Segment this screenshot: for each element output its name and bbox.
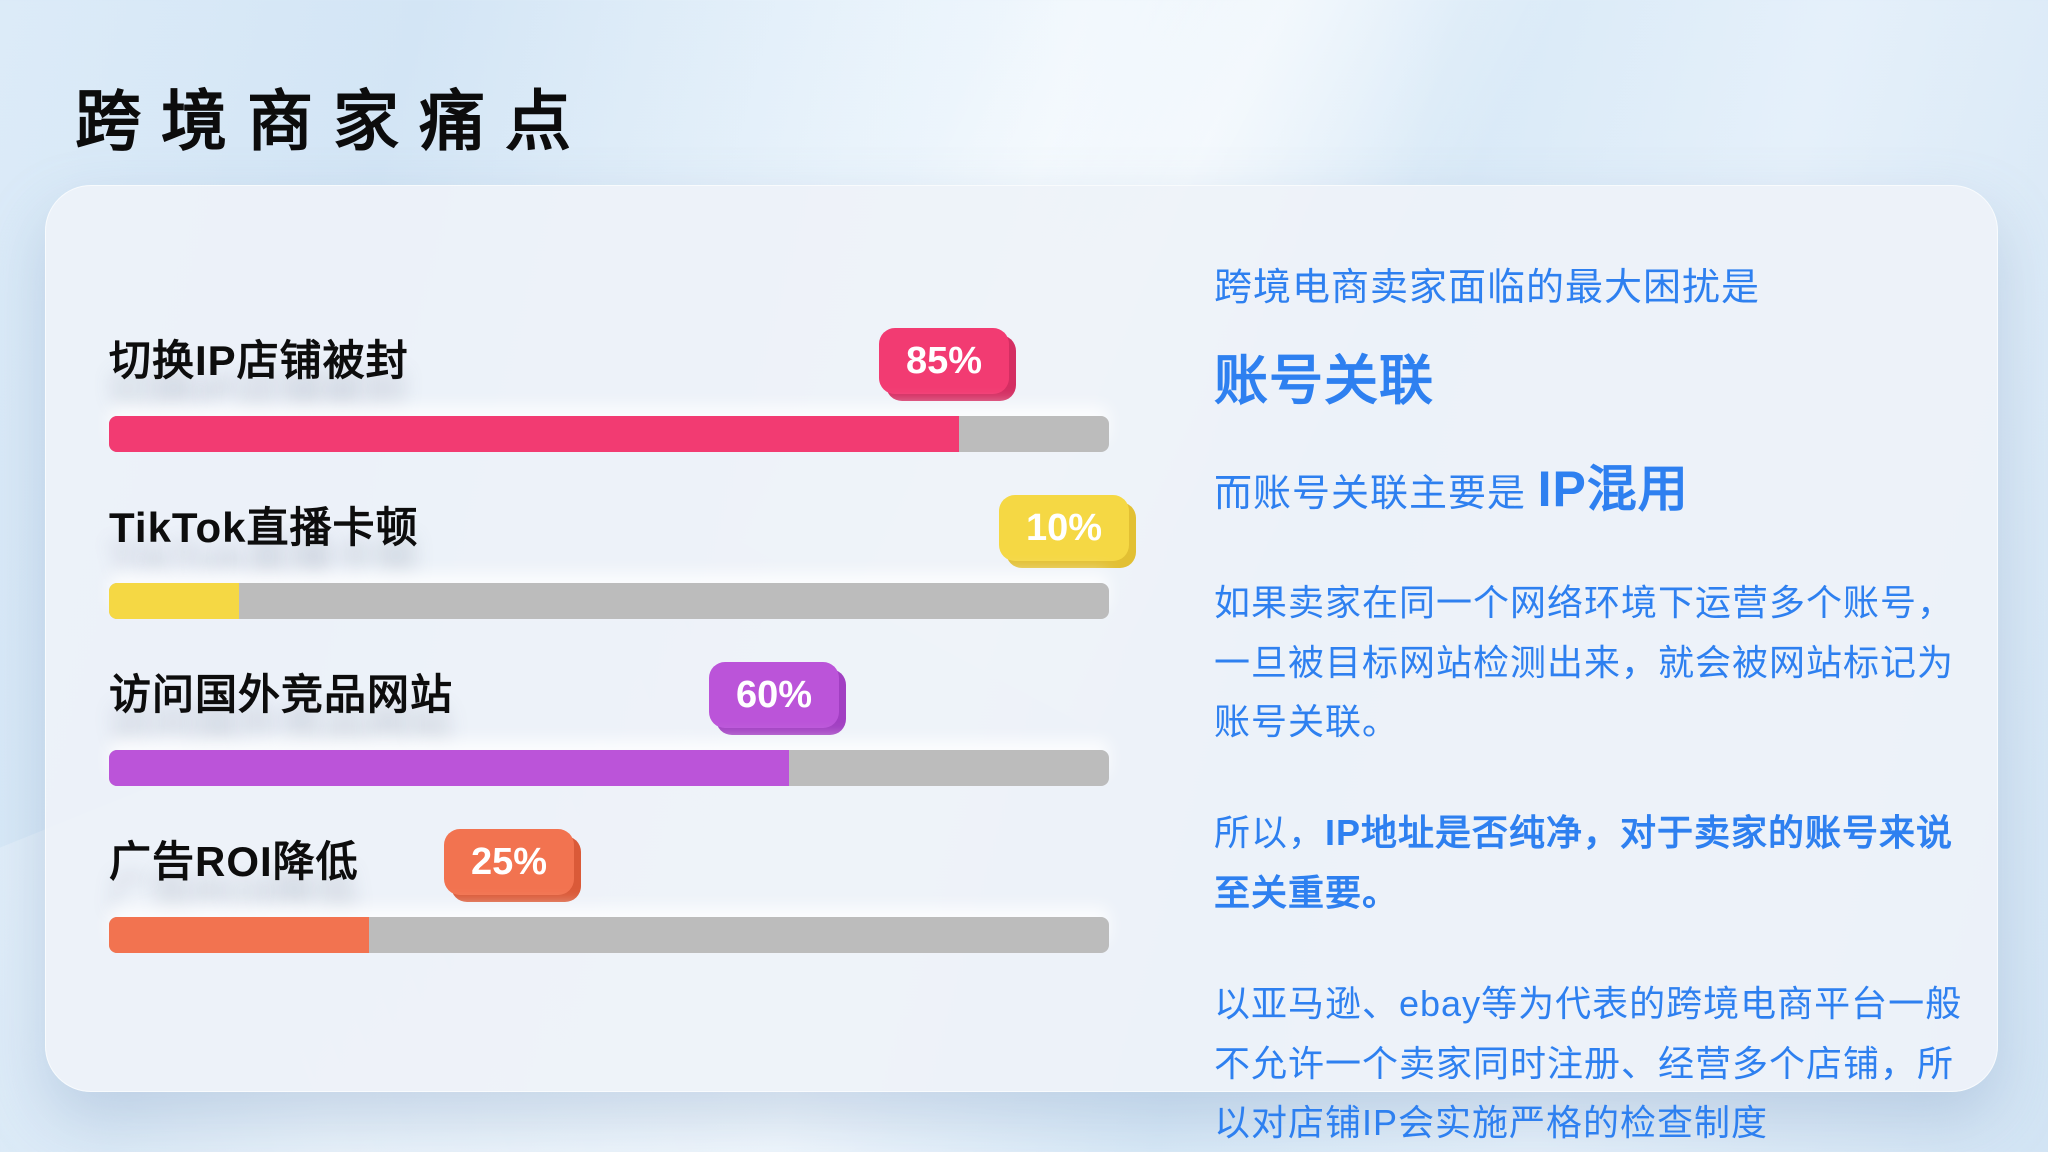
pain-points-bar-chart: 切换IP店铺被封 85% TikTok直播卡顿 10% 访问国外竞品网站 bbox=[109, 326, 1129, 1091]
bar-track bbox=[109, 583, 1109, 619]
value-badge: 25% bbox=[444, 829, 574, 895]
info-subline: 而账号关联主要是 IP混用 bbox=[1214, 449, 1964, 521]
value-badge: 10% bbox=[999, 495, 1129, 561]
page-title: 跨境商家痛点 bbox=[75, 84, 591, 158]
chart-row: TikTok直播卡顿 10% bbox=[109, 493, 1129, 619]
paragraph-detection: 如果卖家在同一个网络环境下运营多个账号，一旦被目标网站检测出来，就会被网站标记为… bbox=[1214, 582, 1955, 743]
chart-row: 访问国外竞品网站 60% bbox=[109, 660, 1109, 786]
paragraph-important-prefix: 所以， bbox=[1214, 812, 1326, 854]
bar-label: TikTok直播卡顿 bbox=[109, 504, 419, 551]
paragraph-important: 所以，IP地址是否纯净，对于卖家的账号来说至关重要。 bbox=[1214, 803, 1964, 922]
bar-label: 广告ROI降低 bbox=[109, 838, 359, 885]
bar-label: 切换IP店铺被封 bbox=[109, 337, 409, 384]
value-badge: 60% bbox=[709, 662, 839, 728]
content-card: 切换IP店铺被封 85% TikTok直播卡顿 10% 访问国外竞品网站 bbox=[45, 185, 1998, 1143]
chart-row-head: TikTok直播卡顿 10% bbox=[109, 493, 1129, 563]
bar-fill bbox=[109, 750, 789, 786]
bar-fill bbox=[109, 917, 369, 953]
chart-row: 切换IP店铺被封 85% bbox=[109, 326, 1109, 452]
chart-row-head: 访问国外竞品网站 60% bbox=[109, 660, 1109, 730]
chart-row-head: 广告ROI降低 25% bbox=[109, 827, 1109, 897]
paragraph-important-bold: IP地址是否纯净，对于卖家的账号来说至关重要。 bbox=[1214, 812, 1954, 913]
info-subline-emphasis: IP混用 bbox=[1537, 461, 1689, 518]
bar-fill bbox=[109, 583, 239, 619]
paragraph-platforms: 以亚马逊、ebay等为代表的跨境电商平台一般不允许一个卖家同时注册、经营多个店铺… bbox=[1214, 983, 1963, 1144]
info-headline: 账号关联 bbox=[1214, 351, 1434, 412]
info-subline-prefix: 而账号关联主要是 bbox=[1214, 473, 1538, 516]
bar-track bbox=[109, 750, 1109, 786]
chart-row: 广告ROI降低 25% bbox=[109, 827, 1109, 953]
chart-row-head: 切换IP店铺被封 85% bbox=[109, 326, 1109, 396]
bar-track bbox=[109, 917, 1109, 953]
value-badge: 85% bbox=[879, 328, 1009, 394]
bar-label: 访问国外竞品网站 bbox=[109, 671, 454, 718]
bar-track bbox=[109, 416, 1109, 452]
info-intro-text: 跨境电商卖家面临的最大困扰是 bbox=[1214, 267, 1761, 309]
bar-fill bbox=[109, 416, 959, 452]
info-column: 跨境电商卖家面临的最大困扰是 账号关联 而账号关联主要是 IP混用 如果卖家在同… bbox=[1214, 263, 1964, 1143]
